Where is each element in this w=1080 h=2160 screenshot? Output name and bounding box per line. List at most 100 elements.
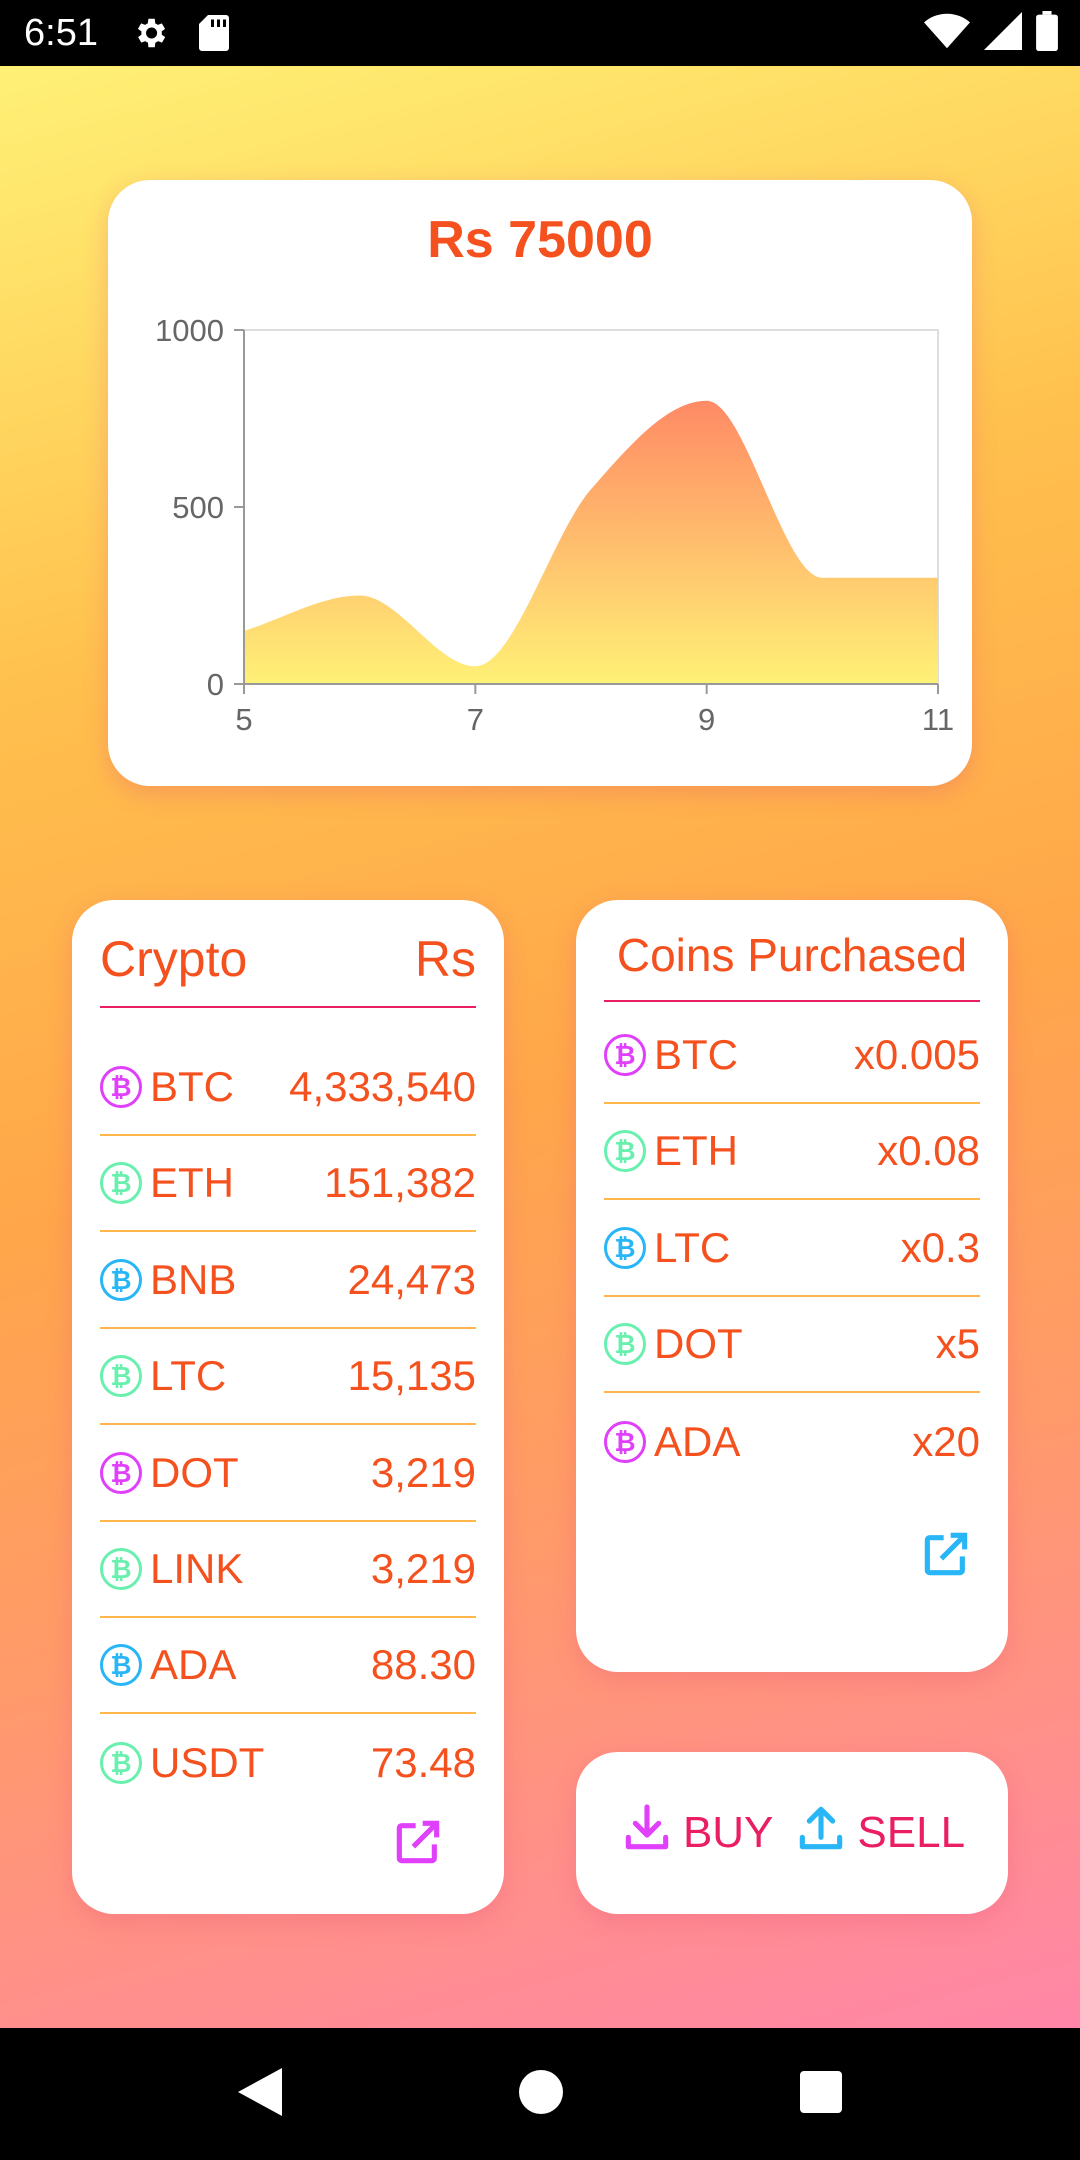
signal-icon [984, 11, 1022, 55]
coins-purchased-card: Coins Purchased ₿ BTC x0.005 ₿ ETH x0.08 ₿ LTC x… [576, 900, 1008, 1672]
coin-label-group: ₿ LTC [604, 1224, 730, 1272]
list-item[interactable]: ₿ USDT 73.48 [100, 1715, 476, 1811]
coin-value: 3,219 [370, 1545, 476, 1592]
list-item[interactable]: ₿ DOT 3,219 [100, 1426, 476, 1522]
list-item[interactable]: ₿ ETH x0.08 [604, 1104, 980, 1201]
bitcoin-icon: ₿ [604, 1420, 646, 1463]
recents-icon[interactable] [799, 2070, 842, 2118]
list-item[interactable]: ₿ DOT x5 [604, 1297, 980, 1394]
coin-label-group: ₿ USDT [100, 1739, 264, 1787]
bitcoin-icon: ₿ [100, 1548, 142, 1590]
coin-symbol: ADA [150, 1641, 237, 1689]
coin-value: 4,333,540 [289, 1063, 476, 1110]
wifi-icon [924, 13, 970, 54]
crypto-header-label: Crypto [100, 931, 248, 987]
list-item[interactable]: ₿ ETH 151,382 [100, 1136, 476, 1233]
coin-value: x5 [935, 1320, 980, 1368]
list-item[interactable]: ₿ BTC x0.005 [604, 1008, 980, 1104]
open-in-new-icon[interactable] [918, 1526, 974, 1582]
coin-symbol: LINK [150, 1545, 244, 1592]
status-icons-right [924, 0, 1058, 66]
coin-symbol: ETH [150, 1159, 234, 1207]
y-tick-label: 1000 [155, 313, 224, 348]
back-icon[interactable] [238, 2067, 283, 2121]
x-tick-label: 9 [698, 702, 715, 737]
coin-value: x0.08 [877, 1127, 980, 1175]
coin-label-group: ₿ LTC [100, 1352, 226, 1400]
list-item[interactable]: ₿ LTC x0.3 [604, 1201, 980, 1297]
x-tick-label: 7 [467, 702, 484, 737]
coin-label-group: ₿ BTC [604, 1031, 738, 1079]
coin-label-group: ₿ DOT [100, 1449, 239, 1497]
coin-label-group: ₿ BTC [100, 1063, 234, 1111]
crypto-prices-card: Crypto Rs ₿ BTC 4,333,540 ₿ ETH 151,382 ₿ BNB 24… [72, 900, 504, 1914]
status-bar: 6:51 [0, 0, 1080, 66]
coin-value: 15,135 [347, 1352, 476, 1400]
buy-label: BUY [682, 1808, 774, 1857]
coin-symbol: BTC [150, 1063, 234, 1110]
bitcoin-icon: ₿ [100, 1741, 142, 1784]
coin-value: 24,473 [347, 1255, 476, 1303]
bitcoin-icon: ₿ [604, 1226, 646, 1269]
coin-label-group: ₿ DOT [604, 1320, 743, 1368]
bitcoin-icon: ₿ [100, 1162, 142, 1205]
bitcoin-icon: ₿ [604, 1130, 646, 1173]
list-item[interactable]: ₿ LINK 3,219 [100, 1522, 476, 1618]
coin-label-group: ₿ ADA [100, 1641, 236, 1689]
bitcoin-icon: ₿ [100, 1066, 142, 1108]
upload-icon [793, 1800, 849, 1867]
coin-value: x0.005 [853, 1031, 980, 1078]
home-icon[interactable] [518, 2069, 563, 2119]
trade-card: BUY SELL [576, 1752, 1008, 1914]
bitcoin-icon: ₿ [100, 1258, 142, 1301]
coin-symbol: BNB [150, 1255, 237, 1303]
price-area-series [244, 400, 938, 684]
bitcoin-icon: ₿ [100, 1644, 142, 1687]
coin-label-group: ₿ LINK [100, 1545, 243, 1593]
coin-symbol: USDT [150, 1738, 265, 1786]
buy-button[interactable]: BUY [619, 1800, 773, 1867]
coin-value: x20 [912, 1417, 980, 1465]
coin-value: 151,382 [324, 1159, 476, 1207]
sell-button[interactable]: SELL [793, 1800, 965, 1867]
open-in-new-icon[interactable] [390, 1814, 446, 1870]
coins-card-header: Coins Purchased [604, 928, 980, 1002]
battery-icon [1036, 10, 1058, 56]
list-item[interactable]: ₿ ADA x20 [604, 1394, 980, 1490]
rs-header-label: Rs [414, 931, 476, 987]
chart-title: Rs 75000 [427, 211, 653, 269]
price-chart[interactable]: 0 500 1000 5 7 9 11 [108, 180, 972, 786]
x-tick-label: 11 [922, 702, 954, 737]
coin-symbol: LTC [654, 1223, 731, 1271]
coin-label-group: ₿ ETH [100, 1159, 234, 1207]
coin-symbol: ADA [654, 1417, 741, 1465]
price-chart-card: Rs 75000 0 500 1000 5 7 9 11 [108, 180, 972, 786]
coin-symbol: LTC [150, 1352, 227, 1400]
coin-symbol: DOT [654, 1320, 743, 1368]
status-time: 6:51 [24, 11, 98, 54]
bitcoin-icon: ₿ [100, 1355, 142, 1398]
coins-header-label: Coins Purchased [616, 929, 968, 981]
coin-value: 88.30 [370, 1641, 476, 1689]
coin-value: 3,219 [370, 1448, 476, 1496]
coin-label-group: ₿ ETH [604, 1127, 738, 1175]
coin-value: x0.3 [900, 1223, 980, 1271]
bitcoin-icon: ₿ [100, 1451, 142, 1494]
crypto-card-header: Crypto Rs [100, 930, 476, 1008]
list-item[interactable]: ₿ ADA 88.30 [100, 1618, 476, 1715]
coin-symbol: ETH [654, 1127, 738, 1175]
x-tick-label: 5 [235, 702, 252, 737]
download-icon [619, 1800, 675, 1867]
coin-value: 73.48 [370, 1738, 476, 1786]
list-item[interactable]: ₿ BTC 4,333,540 [100, 1040, 476, 1136]
gear-icon [128, 11, 172, 55]
bitcoin-icon: ₿ [604, 1323, 646, 1366]
sell-label: SELL [857, 1808, 966, 1857]
coin-label-group: ₿ ADA [604, 1418, 740, 1466]
y-tick-label: 0 [207, 667, 224, 702]
coin-symbol: DOT [150, 1448, 239, 1496]
navigation-bar [0, 2028, 1080, 2160]
list-item[interactable]: ₿ BNB 24,473 [100, 1233, 476, 1329]
coin-symbol: BTC [654, 1031, 738, 1078]
list-item[interactable]: ₿ LTC 15,135 [100, 1329, 476, 1426]
